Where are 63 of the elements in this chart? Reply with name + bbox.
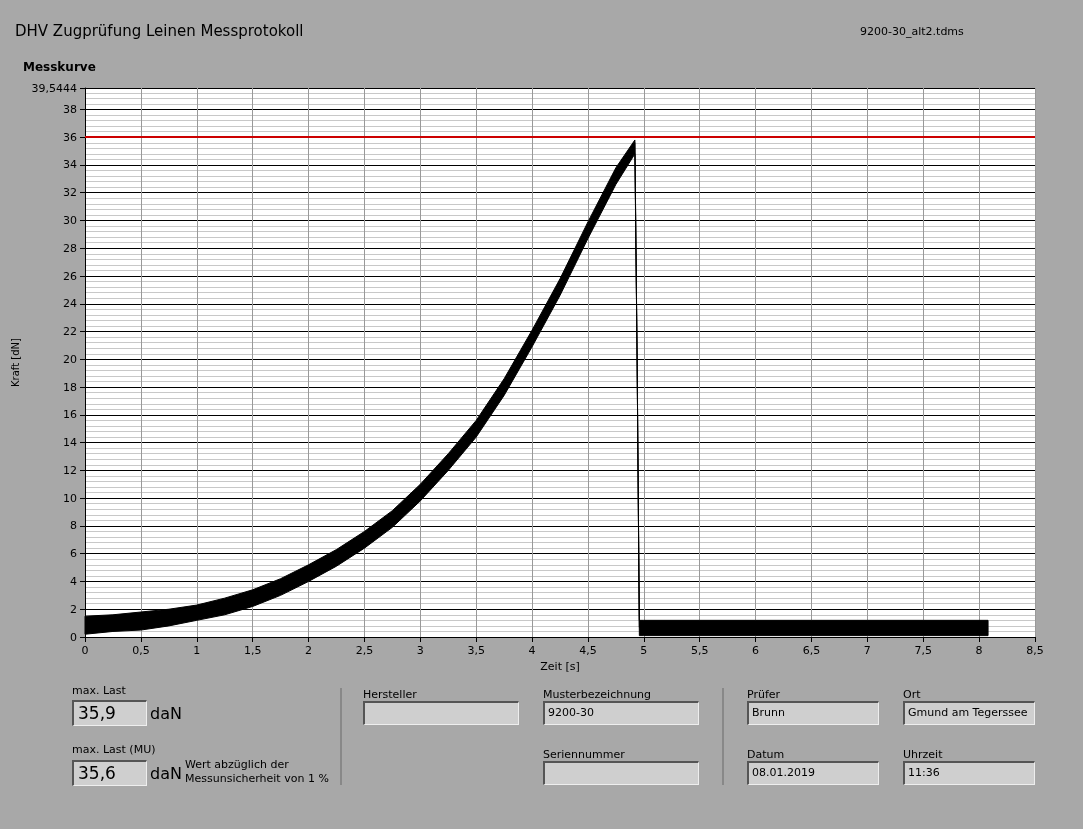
y-tick-label: 28 bbox=[63, 241, 77, 255]
text: max. Last (MU) bbox=[72, 743, 156, 756]
x-tick-label: 4 bbox=[528, 644, 536, 657]
text: Seriennummer bbox=[543, 748, 625, 761]
x-tick-label: 3,5 bbox=[467, 644, 485, 657]
x-tick-label: 2,5 bbox=[355, 644, 374, 657]
text: 35,6 bbox=[78, 763, 116, 783]
x-tick-label: 8 bbox=[975, 644, 983, 657]
y-tick-label: 18 bbox=[63, 380, 77, 394]
text: Gmund am Tegerssee bbox=[908, 706, 1028, 719]
y-tick-label: 22 bbox=[63, 325, 77, 339]
text: Ort bbox=[903, 688, 921, 701]
x-tick-label: 0 bbox=[81, 644, 89, 657]
x-tick-label: 7 bbox=[863, 644, 871, 657]
y-tick-label: 36 bbox=[63, 130, 77, 144]
x-tick-label: 1,5 bbox=[243, 644, 262, 657]
x-tick-label: 6 bbox=[752, 644, 760, 657]
y-tick-label: 30 bbox=[63, 214, 77, 228]
y-axis-title: Kraft [dN] bbox=[10, 337, 22, 387]
text: daN bbox=[150, 764, 182, 783]
y-tick-label: 20 bbox=[63, 352, 77, 366]
text: max. Last bbox=[72, 684, 126, 697]
y-tick-label: 24 bbox=[63, 297, 77, 311]
x-tick-label: 6,5 bbox=[802, 644, 821, 657]
x-tick-label: 4,5 bbox=[579, 644, 597, 657]
chart-subtitle: Messkurve bbox=[23, 60, 96, 74]
y-tick-label: 12 bbox=[63, 463, 77, 477]
text: Wert abzüglich der Messunsicherheit von 1 % bbox=[185, 758, 330, 786]
x-tick-label: 3 bbox=[416, 644, 424, 657]
y-tick-label: 26 bbox=[63, 269, 77, 283]
text: 9200-30 bbox=[548, 706, 594, 719]
text: 35,9 bbox=[78, 703, 116, 723]
chart-title: DHV Zugprüfung Leinen Messprotokoll bbox=[15, 22, 304, 40]
x-tick-label: 7,5 bbox=[914, 644, 932, 657]
text: 9200-30_alt2.tdms bbox=[860, 25, 964, 38]
y-tick-label: 10 bbox=[63, 491, 77, 505]
y-tick-label: 4 bbox=[70, 574, 77, 588]
text: daN bbox=[150, 704, 182, 723]
x-tick-label: 0,5 bbox=[132, 644, 150, 657]
text: Datum bbox=[747, 748, 785, 761]
text: Uhrzeit bbox=[903, 748, 943, 761]
y-tick-label: 0 bbox=[70, 630, 77, 644]
text: Hersteller bbox=[363, 688, 417, 701]
y-tick-label: 14 bbox=[63, 436, 77, 450]
text: 11:36 bbox=[908, 766, 940, 779]
y-tick-label: 2 bbox=[70, 602, 77, 616]
x-axis-title: Zeit [s] bbox=[540, 659, 580, 673]
x-tick-label: 1 bbox=[193, 644, 201, 657]
x-tick-label: 2 bbox=[305, 644, 313, 657]
y-tick-label: 39,5444 bbox=[31, 81, 77, 95]
x-tick-label: 8,5 bbox=[1026, 644, 1044, 657]
y-tick-label: 38 bbox=[63, 102, 77, 116]
x-tick-label: 5,5 bbox=[690, 644, 709, 657]
y-tick-label: 8 bbox=[70, 519, 77, 533]
text: Brunn bbox=[752, 706, 785, 719]
y-tick-label: 32 bbox=[63, 186, 77, 200]
text: 08.01.2019 bbox=[752, 766, 815, 779]
x-tick-label: 5 bbox=[640, 644, 648, 657]
text: Musterbezeichnung bbox=[543, 688, 652, 701]
y-tick-label: 6 bbox=[70, 547, 77, 561]
y-tick-label: 34 bbox=[63, 158, 77, 172]
text: Prüfer bbox=[747, 688, 781, 701]
y-tick-label: 16 bbox=[63, 408, 77, 422]
